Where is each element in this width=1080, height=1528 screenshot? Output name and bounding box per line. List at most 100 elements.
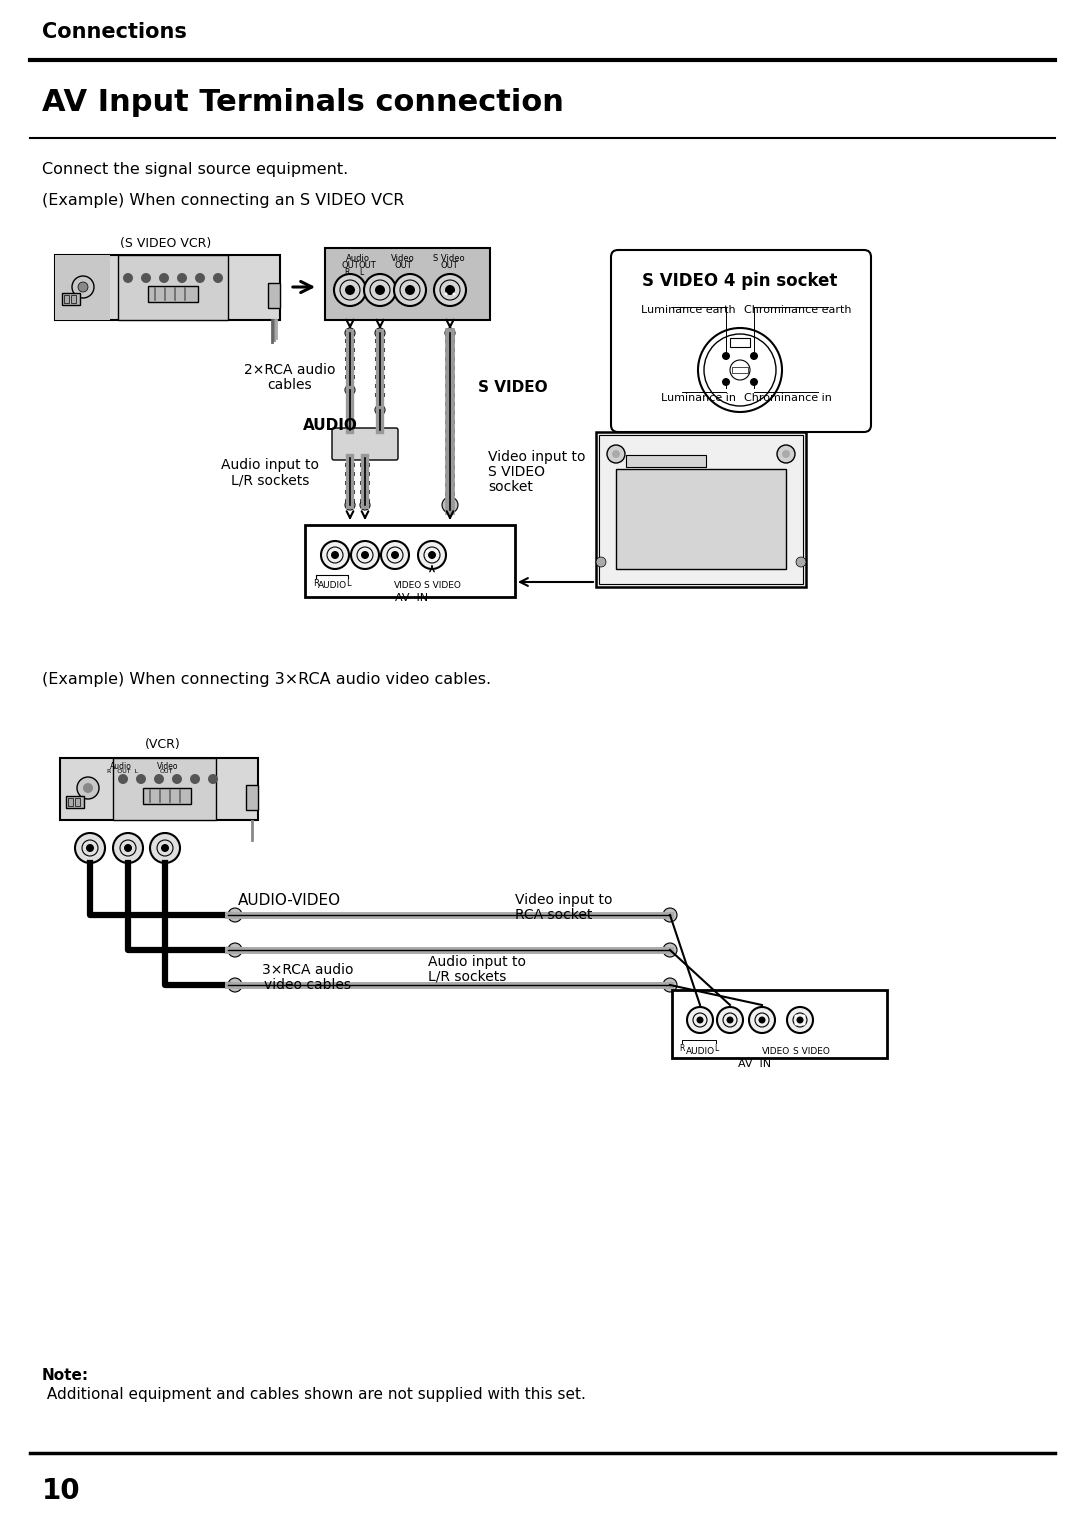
Bar xyxy=(445,367,455,370)
Bar xyxy=(345,348,355,351)
Bar xyxy=(404,914,411,918)
Circle shape xyxy=(228,908,242,921)
Bar xyxy=(428,983,436,989)
Bar xyxy=(345,367,355,370)
Text: OUT: OUT xyxy=(160,769,174,775)
Bar xyxy=(596,432,806,587)
Circle shape xyxy=(86,843,94,853)
Bar xyxy=(730,338,750,347)
Bar xyxy=(375,358,384,361)
Bar xyxy=(512,914,519,918)
Circle shape xyxy=(612,451,620,458)
Text: Note:: Note: xyxy=(42,1368,90,1383)
Circle shape xyxy=(802,1015,806,1018)
Circle shape xyxy=(795,1015,797,1018)
Bar xyxy=(392,914,400,918)
Circle shape xyxy=(787,1007,813,1033)
Circle shape xyxy=(141,274,151,283)
Text: R: R xyxy=(313,579,319,588)
Bar xyxy=(445,348,455,351)
Circle shape xyxy=(195,274,205,283)
Bar xyxy=(536,947,544,953)
Bar xyxy=(626,455,706,468)
Circle shape xyxy=(345,329,355,338)
Bar xyxy=(305,526,515,597)
Bar xyxy=(476,983,484,989)
Text: cables: cables xyxy=(268,377,312,393)
Circle shape xyxy=(418,541,446,568)
Bar xyxy=(672,990,887,1057)
Text: (Example) When connecting 3×RCA audio video cables.: (Example) When connecting 3×RCA audio vi… xyxy=(42,672,491,688)
Circle shape xyxy=(442,497,458,513)
Bar xyxy=(445,501,455,504)
Bar xyxy=(345,339,355,342)
Text: Video: Video xyxy=(391,254,415,263)
Text: R: R xyxy=(679,1044,685,1053)
Circle shape xyxy=(750,1007,775,1033)
Bar xyxy=(440,947,448,953)
Text: Video: Video xyxy=(157,762,178,772)
Text: RCA socket: RCA socket xyxy=(515,908,592,921)
Circle shape xyxy=(77,778,99,799)
Text: 3×RCA audio: 3×RCA audio xyxy=(262,963,354,976)
Text: L/R sockets: L/R sockets xyxy=(231,474,309,487)
Bar xyxy=(440,983,448,989)
Bar xyxy=(55,255,280,319)
Bar xyxy=(345,374,355,379)
Text: Chrominance earth: Chrominance earth xyxy=(744,306,851,315)
Circle shape xyxy=(758,1016,766,1024)
Bar xyxy=(345,490,355,494)
Bar xyxy=(445,492,455,497)
Circle shape xyxy=(83,782,93,793)
Bar xyxy=(524,914,532,918)
Bar xyxy=(445,439,455,442)
Bar xyxy=(375,374,384,379)
Bar xyxy=(268,283,280,309)
Text: L: L xyxy=(359,267,363,277)
Circle shape xyxy=(190,775,200,784)
Text: Connect the signal source equipment.: Connect the signal source equipment. xyxy=(42,162,348,177)
Circle shape xyxy=(663,908,677,921)
Bar xyxy=(608,947,616,953)
Bar xyxy=(608,983,616,989)
Text: AV  IN: AV IN xyxy=(395,593,429,604)
Bar xyxy=(380,983,388,989)
Text: VIDEO: VIDEO xyxy=(762,1047,791,1056)
Bar xyxy=(445,384,455,388)
Circle shape xyxy=(663,978,677,992)
Text: 2×RCA audio: 2×RCA audio xyxy=(244,364,336,377)
Circle shape xyxy=(213,274,222,283)
Text: L/R sockets: L/R sockets xyxy=(428,970,507,984)
Bar xyxy=(345,472,355,477)
Bar xyxy=(596,947,604,953)
Bar xyxy=(445,358,455,361)
Text: Chrominance in: Chrominance in xyxy=(744,393,832,403)
Bar xyxy=(380,914,388,918)
Circle shape xyxy=(364,274,396,306)
Bar xyxy=(64,295,69,303)
Text: R: R xyxy=(345,267,349,277)
Text: L: L xyxy=(346,579,350,588)
Bar xyxy=(572,914,580,918)
Circle shape xyxy=(124,843,132,853)
Circle shape xyxy=(687,1007,713,1033)
Circle shape xyxy=(78,283,87,292)
Bar xyxy=(453,947,460,953)
Bar xyxy=(360,463,370,468)
Circle shape xyxy=(445,329,455,338)
Bar xyxy=(404,983,411,989)
Bar xyxy=(71,295,76,303)
Circle shape xyxy=(123,274,133,283)
Circle shape xyxy=(663,943,677,957)
Bar xyxy=(445,339,455,342)
Text: VIDEO: VIDEO xyxy=(394,581,422,590)
Bar xyxy=(404,947,411,953)
Circle shape xyxy=(796,558,806,567)
Circle shape xyxy=(394,274,426,306)
Bar xyxy=(360,481,370,484)
Bar xyxy=(143,788,191,804)
Text: OUT: OUT xyxy=(394,261,411,270)
Bar xyxy=(445,393,455,397)
Text: AV  IN: AV IN xyxy=(739,1059,771,1070)
Bar xyxy=(55,255,110,319)
